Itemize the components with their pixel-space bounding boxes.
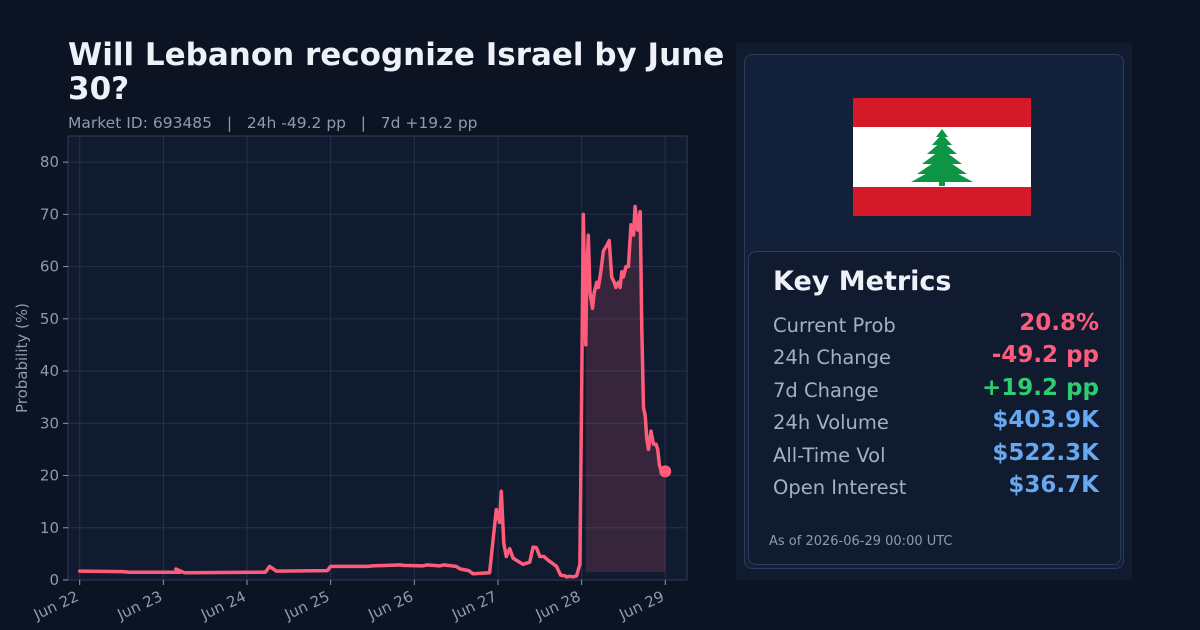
current-point-marker [659, 465, 672, 478]
info-panel-card: Key Metrics Current Prob 20.8% 24h Change -… [744, 54, 1124, 569]
metric-label: 24h Volume [773, 411, 889, 435]
y-tick-label: 30 [40, 414, 59, 432]
metric-row-current-prob: Current Prob 20.8% [773, 310, 1099, 342]
y-tick-label: 0 [49, 571, 59, 589]
metric-value: +19.2 pp [982, 374, 1099, 401]
info-panel: Key Metrics Current Prob 20.8% 24h Change -… [736, 43, 1132, 580]
metric-label: Open Interest [773, 476, 907, 499]
metric-value: 20.8% [1019, 310, 1099, 336]
metric-row-7d-change: 7d Change +19.2 pp [773, 375, 1099, 407]
metric-row-24h-change: 24h Change -49.2 pp [773, 342, 1099, 374]
metric-label: All-Time Vol [773, 443, 886, 467]
market-subtitle: Market ID: 693485 | 24h -49.2 pp | 7d +1… [68, 114, 478, 132]
y-tick-label: 50 [40, 310, 59, 328]
x-tick-label: Jun 23 [114, 587, 165, 624]
plot-frame [67, 135, 688, 581]
metric-row-open-interest: Open Interest $36.7K [773, 472, 1099, 504]
x-tick-label: Jun 29 [616, 587, 667, 624]
metric-label: 24h Change [773, 346, 892, 370]
lebanon-flag-icon [853, 98, 1031, 216]
y-tick-label: 40 [40, 362, 59, 380]
plot-area [68, 136, 687, 580]
y-axis-label: Probability (%) [13, 303, 31, 413]
key-metrics-box: Key Metrics Current Prob 20.8% 24h Change -… [748, 251, 1121, 565]
x-tick-label: Jun 26 [365, 587, 416, 624]
metric-row-24h-volume: 24h Volume $403.9K [773, 407, 1099, 439]
metric-value: $36.7K [1008, 472, 1099, 498]
y-tick-label: 70 [40, 205, 59, 223]
metric-value: -49.2 pp [991, 342, 1099, 369]
metric-label: Current Prob [773, 314, 896, 337]
y-tick-label: 10 [40, 519, 59, 537]
key-metrics-title: Key Metrics [773, 266, 952, 297]
shaded-area [585, 206, 666, 573]
y-tick-label: 60 [40, 258, 59, 276]
y-tick-label: 80 [40, 153, 59, 171]
as-of-timestamp: As of 2026-06-29 00:00 UTC [769, 534, 953, 549]
probability-chart: 0 10 20 30 40 50 60 70 80 Jun 22 Jun 23 Jun 24 Jun 2… [13, 135, 688, 624]
y-tick-label: 20 [40, 467, 59, 485]
x-tick-label: Jun 27 [448, 587, 499, 624]
x-tick-label: Jun 24 [197, 587, 248, 624]
page-title: Will Lebanon recognize Israel by June 30… [68, 37, 725, 107]
x-tick-label: Jun 25 [281, 587, 332, 624]
metric-row-all-time-vol: All-Time Vol $522.3K [773, 440, 1099, 472]
metric-value: $522.3K [992, 439, 1099, 466]
x-tick-label: Jun 22 [30, 587, 81, 624]
metric-value: $403.9K [992, 407, 1099, 434]
metric-label: 7d Change [773, 378, 879, 402]
x-tick-label: Jun 28 [532, 587, 583, 624]
probability-line [77, 204, 668, 579]
